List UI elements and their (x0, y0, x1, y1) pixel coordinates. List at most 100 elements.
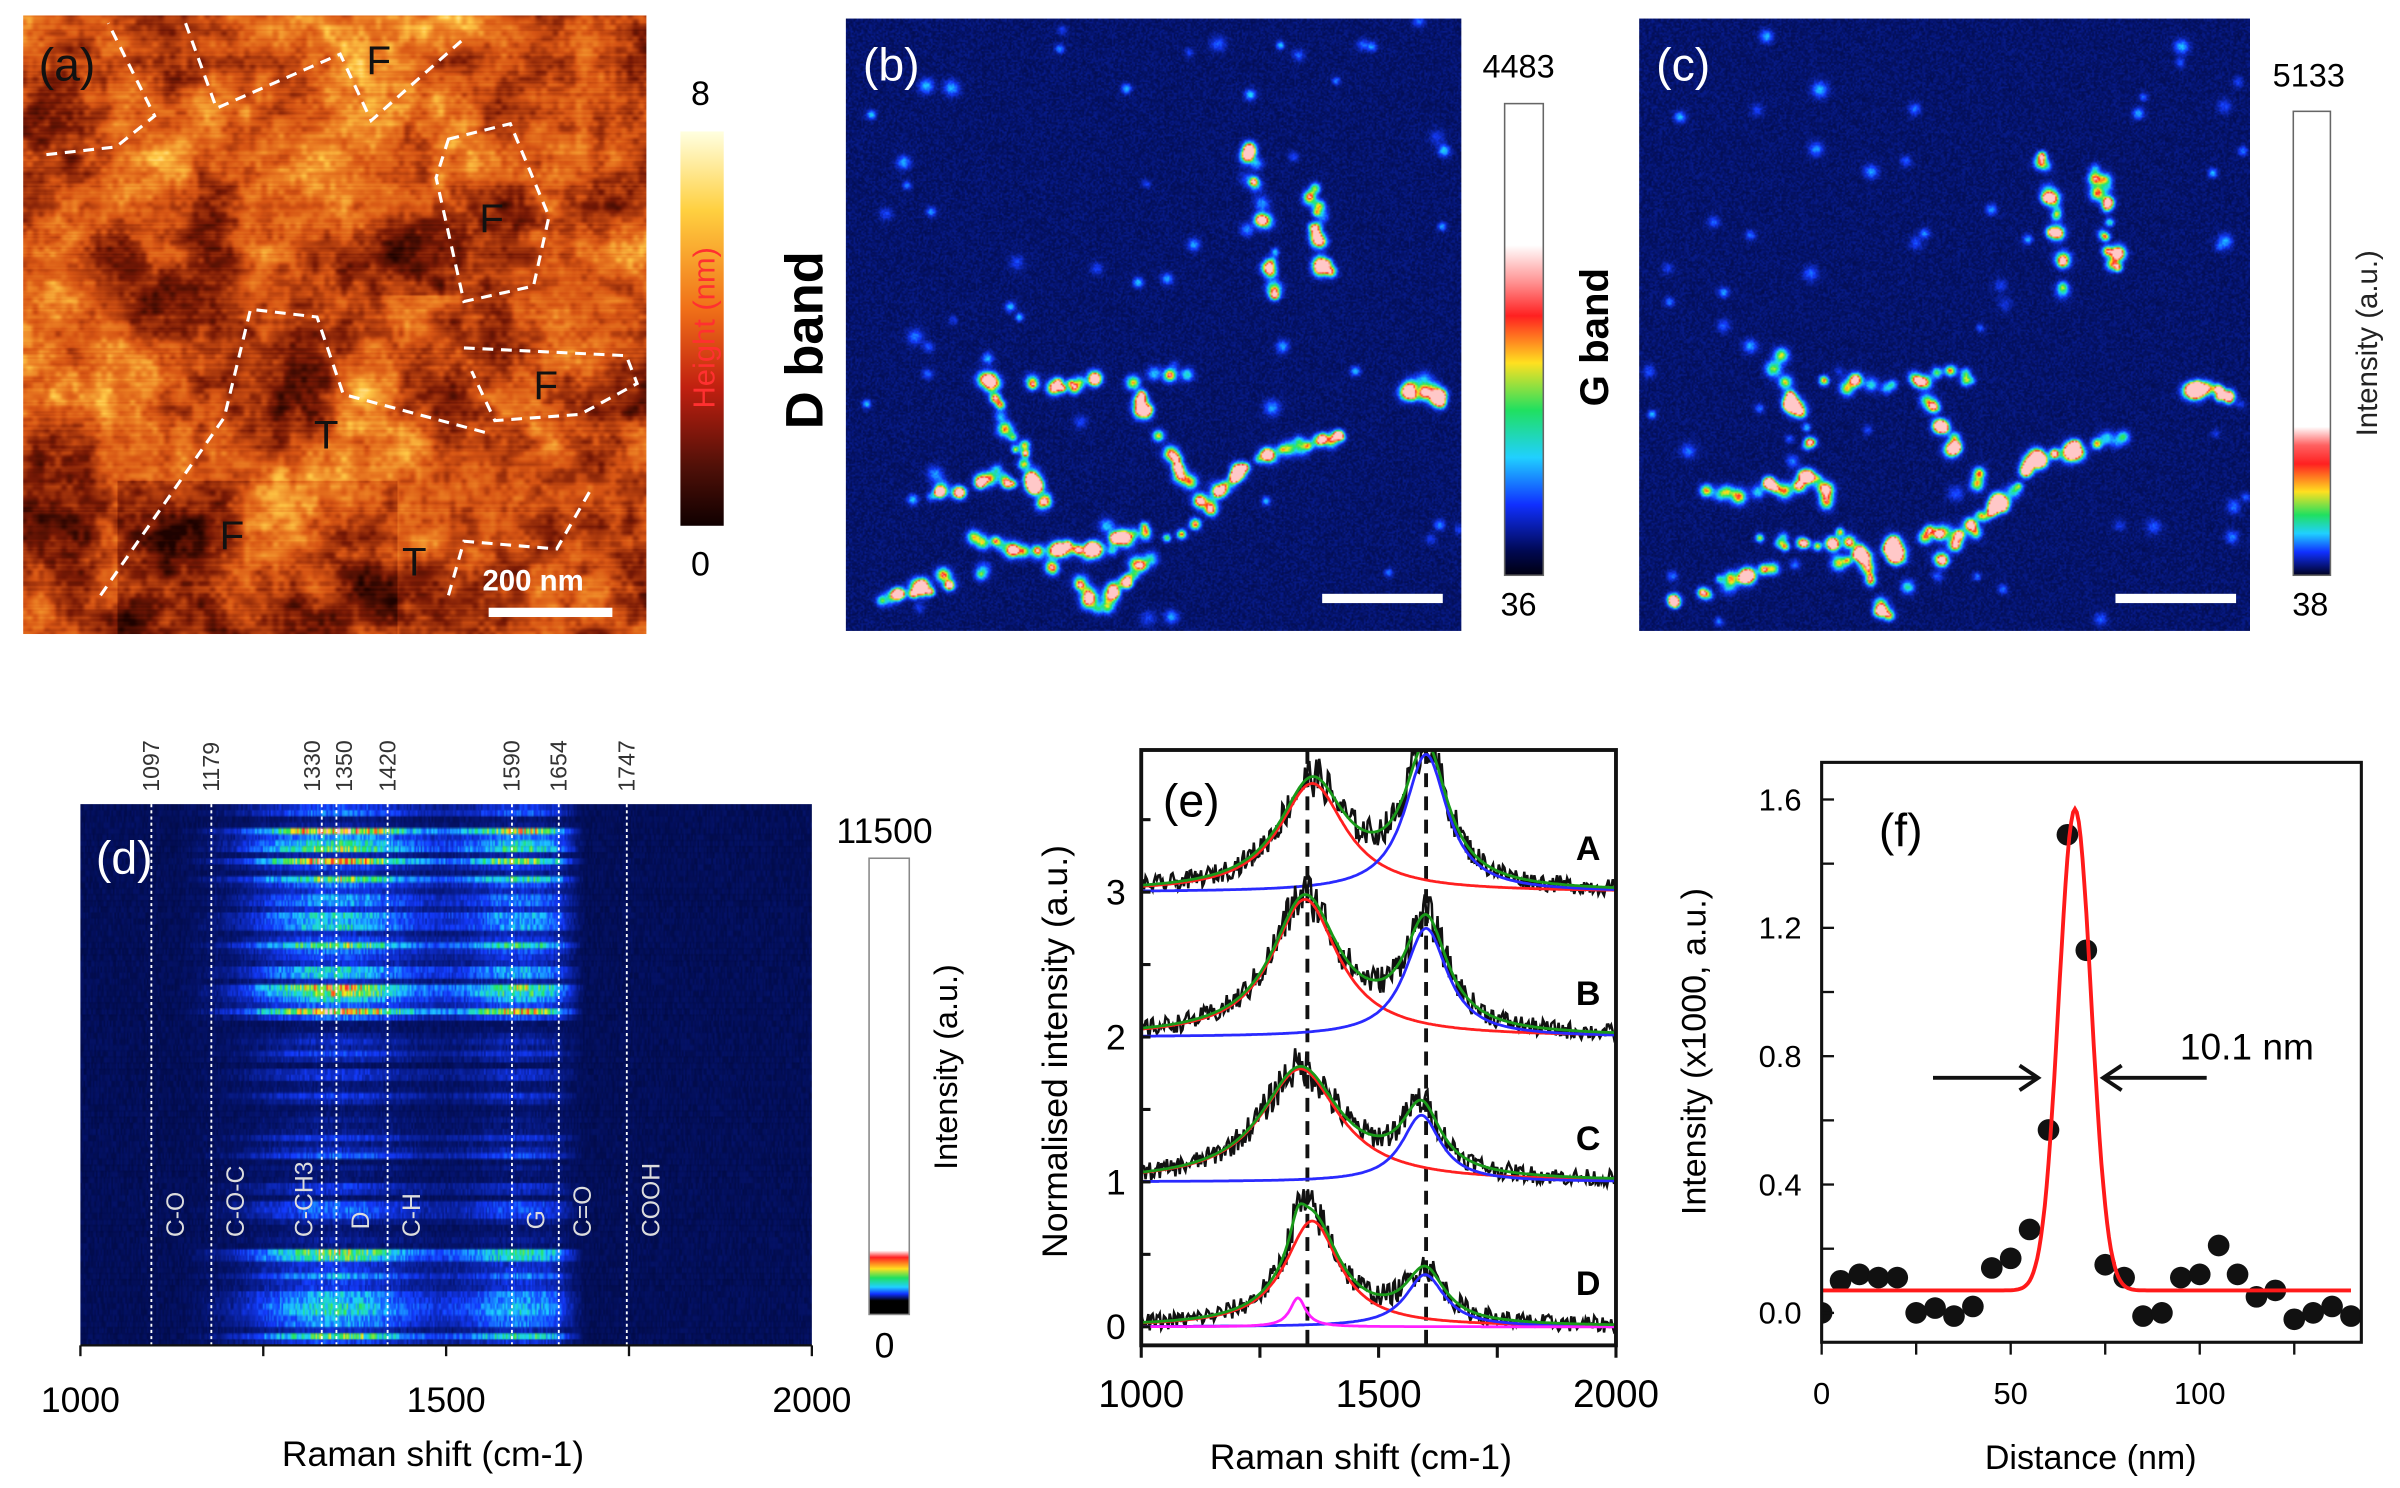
data-point (1943, 1305, 1965, 1327)
data-point (2075, 939, 2098, 962)
series-label: A (1576, 830, 1601, 868)
band-name-label: G (523, 1210, 550, 1229)
band-wavenumber-label: 1654 (546, 740, 572, 792)
data-point (2283, 1308, 2306, 1331)
panel-d-label: (d) (96, 832, 153, 884)
colorbar-c-max: 5133 (2273, 58, 2345, 94)
x-tick-label: 0 (1813, 1376, 1830, 1411)
band-wavenumber-label: 1590 (499, 740, 525, 792)
x-tick-label: 1000 (41, 1380, 120, 1420)
arrow-right-icon (1932, 1063, 2042, 1092)
spectrum-data-D (1141, 1189, 1616, 1335)
panel-d-spectral-heatmap (80, 804, 812, 1346)
panel-c-g-band-map (1639, 18, 2250, 631)
colorbar-d-label: Intensity (a.u.) (928, 964, 964, 1170)
y-tick-label: 2 (1106, 1017, 1126, 1057)
band-name-label: C=O (570, 1186, 597, 1238)
fwhm-annotation: 10.1 nm (2180, 1025, 2314, 1067)
data-point (2302, 1302, 2324, 1324)
fit-total-B (1141, 893, 1616, 1035)
colorbar-d-max: 11500 (836, 811, 932, 851)
region-outline (463, 346, 640, 423)
x-tick-label: 2000 (772, 1380, 851, 1420)
data-point (1980, 1257, 2003, 1279)
x-tick-label: 1500 (1336, 1373, 1422, 1416)
y-tick-label: 0.4 (1759, 1167, 1802, 1202)
region-label: F (534, 363, 559, 408)
data-point (2188, 1263, 2211, 1286)
region-label: F (366, 38, 391, 83)
fit-component-G-A (1141, 753, 1616, 893)
fit-component-D-C (1141, 1067, 1616, 1181)
band-wavenumber-label: 1420 (374, 740, 400, 792)
data-point (2321, 1295, 2343, 1318)
colorbar-a-min: 0 (691, 545, 710, 583)
panel-b-label: (b) (863, 38, 920, 90)
scale-bar (488, 607, 613, 618)
panel-f-plot: 0.0 0.4 0.8 1.2 1.6 0 50 100 (1759, 760, 2363, 1411)
series-label: C (1576, 1120, 1601, 1158)
series-label: B (1576, 975, 1601, 1013)
data-point (2113, 1266, 2135, 1289)
plot-area (1141, 749, 1616, 1346)
panel-d-x-axis: 1000 1500 2000 (41, 1344, 851, 1420)
panel-e-plot: A B C D 0 1 2 3 1000 1500 2000 (1098, 748, 1659, 1416)
fit-component-G-C (1141, 1113, 1616, 1183)
fit-component-D-D (1141, 1219, 1616, 1327)
x-tick-label: 2000 (1573, 1373, 1659, 1416)
y-tick-label: 0.8 (1759, 1039, 1802, 1074)
fit-total-A (1141, 749, 1616, 890)
data-point (2226, 1263, 2249, 1286)
data-point (2056, 823, 2079, 846)
colorbar-c-min: 38 (2292, 586, 2328, 622)
data-point (2018, 1218, 2041, 1241)
fwhm-arrows (1932, 1063, 2207, 1092)
band-name-label: C-O-C (223, 1166, 250, 1237)
data-point (1924, 1297, 1946, 1319)
plot-frame (1820, 760, 2363, 1344)
data-point (2094, 1253, 2117, 1276)
band-wavenumber-label: 1350 (331, 740, 357, 792)
region-outline (434, 121, 551, 304)
x-tick-label: 1500 (407, 1380, 486, 1420)
fit-component-extra-D (1141, 1296, 1616, 1329)
data-point (2132, 1305, 2154, 1327)
band-name-label: D (348, 1212, 375, 1230)
colorbar-b (1503, 102, 1545, 577)
fit-component-D-A (1141, 782, 1616, 892)
data-point (2207, 1234, 2230, 1257)
colorbar-b-max: 4483 (1482, 48, 1554, 84)
y-tick-label: 3 (1106, 872, 1126, 912)
data-point (2151, 1302, 2173, 1324)
panel-c-label: (c) (1656, 38, 1710, 90)
region-outline (184, 22, 465, 124)
band-wavenumber-label: 1179 (198, 742, 224, 792)
region-label: F (479, 196, 504, 241)
data-point (2037, 1119, 2060, 1141)
panel-f-label: (f) (1879, 804, 1923, 856)
plot-area (1821, 805, 2362, 1331)
region-outline (446, 486, 594, 596)
data-point (2170, 1266, 2192, 1289)
panel-e-ylabel: Normalised intensity (a.u.) (1035, 845, 1075, 1258)
colorbar-c-label: Intensity (a.u.) (2351, 250, 2384, 436)
panel-d-band-lines: 1097 C-O 1179 C-O-C 1330 C-CH3 1350 D 1420 C-H 159… (138, 740, 665, 1346)
colorbar-d (868, 857, 911, 1316)
band-name-label: C-CH3 (292, 1162, 319, 1238)
colorbar-a (680, 131, 724, 526)
colorbar-a-max: 8 (691, 75, 710, 113)
data-point (1999, 1247, 2022, 1270)
fit-component-D-B (1141, 897, 1616, 1037)
data-point (1848, 1263, 1871, 1286)
y-tick-label: 1 (1106, 1162, 1126, 1202)
band-name-label: COOH (638, 1163, 665, 1237)
data-point (1829, 1269, 1852, 1292)
region-outline (46, 22, 157, 157)
panel-f-ylabel: Intensity (x1000, a.u.) (1676, 888, 1714, 1215)
colorbar-c (2292, 110, 2332, 577)
x-tick-label: 100 (2174, 1376, 2226, 1411)
x-tick-label: 50 (1993, 1376, 2027, 1411)
region-label: T (402, 539, 427, 584)
